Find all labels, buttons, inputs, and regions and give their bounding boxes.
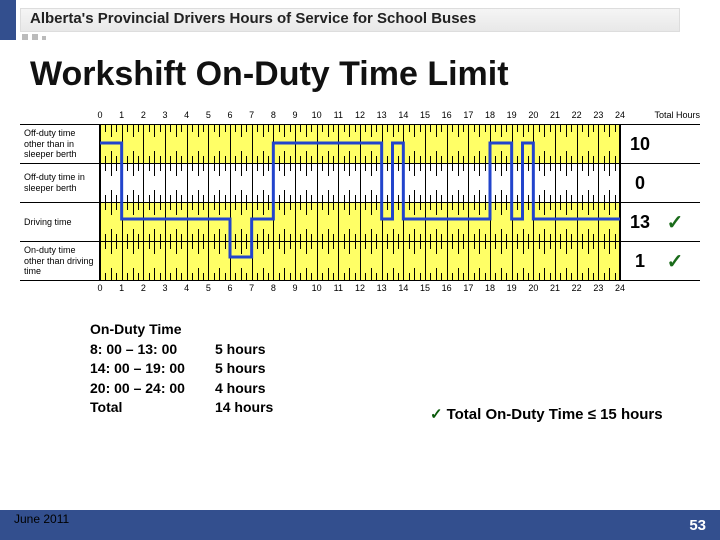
axis-tick: 10 bbox=[312, 110, 322, 120]
decor-square-icon bbox=[22, 34, 28, 40]
log-rows: Off-duty time other than in sleeper bert… bbox=[20, 124, 700, 281]
axis-tick: 5 bbox=[206, 110, 211, 120]
axis-tick: 2 bbox=[141, 283, 146, 293]
onduty-summary: On-Duty Time 8: 00 – 13: 00 5 hours 14: 00… bbox=[90, 320, 273, 418]
log-row-on_duty_other: On-duty time other than driving time 1✓ bbox=[20, 242, 700, 281]
row-grid bbox=[100, 203, 620, 241]
axis-tick: 10 bbox=[312, 283, 322, 293]
axis-tick: 3 bbox=[162, 283, 167, 293]
axis-tick: 7 bbox=[249, 283, 254, 293]
row-check-empty bbox=[660, 125, 690, 163]
onduty-range: 8: 00 – 13: 00 bbox=[90, 340, 185, 360]
slide-header: Alberta's Provincial Drivers Hours of Se… bbox=[0, 0, 720, 40]
axis-tick: 0 bbox=[97, 283, 102, 293]
row-label: On-duty time other than driving time bbox=[20, 242, 100, 280]
axis-tick: 16 bbox=[442, 283, 452, 293]
axis-tick: 12 bbox=[355, 283, 365, 293]
decor-square-icon bbox=[42, 36, 46, 40]
total-onduty-text: Total On-Duty Time ≤ 15 hours bbox=[447, 406, 663, 423]
axis-tick: 7 bbox=[249, 110, 254, 120]
axis-tick: 18 bbox=[485, 110, 495, 120]
axis-tick: 17 bbox=[463, 110, 473, 120]
row-total: 0 bbox=[620, 164, 660, 202]
axis-tick: 21 bbox=[550, 283, 560, 293]
axis-tick: 15 bbox=[420, 283, 430, 293]
axis-right-label: Total Hours bbox=[654, 110, 700, 120]
row-label: Off-duty time other than in sleeper bert… bbox=[20, 125, 100, 163]
check-icon: ✓ bbox=[660, 242, 690, 280]
axis-tick: 22 bbox=[572, 110, 582, 120]
row-total: 13 bbox=[620, 203, 660, 241]
axis-tick: 1 bbox=[119, 283, 124, 293]
axis-tick: 14 bbox=[398, 283, 408, 293]
log-row-off_duty: Off-duty time other than in sleeper bert… bbox=[20, 124, 700, 164]
axis-tick: 12 bbox=[355, 110, 365, 120]
onduty-range: 14: 00 – 19: 00 bbox=[90, 359, 185, 379]
onduty-table: 8: 00 – 13: 00 5 hours 14: 00 – 19: 00 5 ho… bbox=[90, 340, 273, 418]
onduty-range: Total bbox=[90, 398, 185, 418]
axis-tick: 20 bbox=[528, 283, 538, 293]
row-grid bbox=[100, 125, 620, 163]
axis-tick: 3 bbox=[162, 110, 167, 120]
axis-tick: 13 bbox=[377, 283, 387, 293]
axis-tick: 21 bbox=[550, 110, 560, 120]
axis-tick: 24 bbox=[615, 283, 625, 293]
axis-tick: 22 bbox=[572, 283, 582, 293]
footer-bar bbox=[0, 510, 720, 540]
footer-page-number: 53 bbox=[689, 517, 706, 534]
axis-tick: 19 bbox=[507, 283, 517, 293]
log-chart: Total Hours 0123456789101112131415161718… bbox=[20, 110, 700, 295]
axis-tick: 13 bbox=[377, 110, 387, 120]
onduty-range: 20: 00 – 24: 00 bbox=[90, 379, 185, 399]
axis-tick: 15 bbox=[420, 110, 430, 120]
axis-tick: 16 bbox=[442, 110, 452, 120]
axis-tick: 2 bbox=[141, 110, 146, 120]
total-onduty-line: ✓Total On-Duty Time ≤ 15 hours bbox=[430, 405, 663, 423]
axis-tick: 17 bbox=[463, 283, 473, 293]
axis-top: Total Hours 0123456789101112131415161718… bbox=[20, 110, 700, 124]
axis-tick: 9 bbox=[292, 283, 297, 293]
axis-tick: 14 bbox=[398, 110, 408, 120]
onduty-duration: 14 hours bbox=[215, 398, 273, 418]
axis-tick: 11 bbox=[334, 110, 343, 120]
axis-tick: 8 bbox=[271, 110, 276, 120]
axis-tick: 1 bbox=[119, 110, 124, 120]
row-total: 10 bbox=[620, 125, 660, 163]
axis-tick: 5 bbox=[206, 283, 211, 293]
footer-date: June 2011 bbox=[14, 512, 69, 526]
decor-square-icon bbox=[32, 34, 38, 40]
row-total: 1 bbox=[620, 242, 660, 280]
axis-tick: 23 bbox=[593, 283, 603, 293]
axis-tick: 6 bbox=[227, 110, 232, 120]
onduty-duration: 4 hours bbox=[215, 379, 273, 399]
axis-tick: 20 bbox=[528, 110, 538, 120]
axis-tick: 6 bbox=[227, 283, 232, 293]
check-icon: ✓ bbox=[430, 406, 443, 423]
axis-tick: 4 bbox=[184, 283, 189, 293]
header-title: Alberta's Provincial Drivers Hours of Se… bbox=[30, 10, 476, 27]
axis-tick: 19 bbox=[507, 110, 517, 120]
axis-tick: 23 bbox=[593, 110, 603, 120]
row-label: Driving time bbox=[20, 203, 100, 241]
axis-tick: 18 bbox=[485, 283, 495, 293]
axis-tick: 24 bbox=[615, 110, 625, 120]
axis-bottom: 0123456789101112131415161718192021222324 bbox=[20, 281, 700, 295]
onduty-heading: On-Duty Time bbox=[90, 320, 273, 340]
axis-tick: 11 bbox=[334, 283, 343, 293]
check-icon: ✓ bbox=[660, 203, 690, 241]
axis-tick: 4 bbox=[184, 110, 189, 120]
axis-tick: 9 bbox=[292, 110, 297, 120]
row-grid bbox=[100, 242, 620, 280]
onduty-duration: 5 hours bbox=[215, 359, 273, 379]
log-row-driving: Driving time 13✓ bbox=[20, 203, 700, 242]
log-row-sleeper: Off-duty time in sleeper berth 0 bbox=[20, 164, 700, 203]
row-check-empty bbox=[660, 164, 690, 202]
onduty-duration: 5 hours bbox=[215, 340, 273, 360]
header-accent bbox=[0, 0, 16, 40]
row-label: Off-duty time in sleeper berth bbox=[20, 164, 100, 202]
axis-tick: 8 bbox=[271, 283, 276, 293]
row-grid bbox=[100, 164, 620, 202]
axis-tick: 0 bbox=[97, 110, 102, 120]
page-title: Workshift On-Duty Time Limit bbox=[30, 55, 509, 94]
